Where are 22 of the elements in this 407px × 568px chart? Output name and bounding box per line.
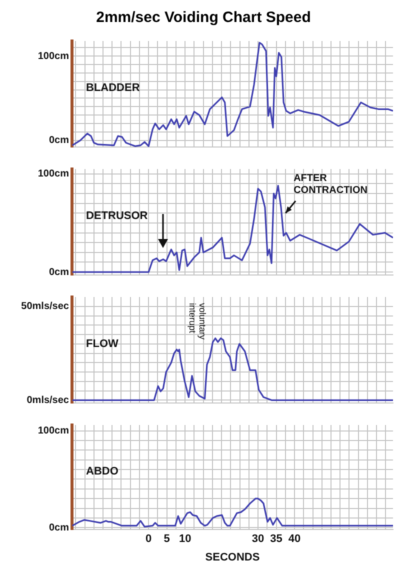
x-axis-title: SECONDS: [205, 551, 260, 564]
y-tick-label: 100cm: [38, 426, 70, 437]
y-tick-label: 0cm: [48, 266, 70, 278]
y-axis-title: BLADDER: [86, 82, 140, 94]
y-axis-title: ABDO: [86, 465, 119, 478]
y-axis-title: FLOW: [86, 338, 119, 350]
y-tick-label: 100cm: [38, 168, 70, 180]
annotation: AFTER CONTRACTION: [294, 173, 368, 196]
y-tick-label: 0cm: [48, 522, 70, 534]
y-tick-label: 100cm: [38, 50, 70, 62]
y-tick-label: 0cm: [48, 135, 70, 146]
y-tick-label: 0mls/sec: [26, 394, 70, 406]
y-tick-label: 50mls/sec: [21, 301, 70, 312]
x-tick-label: 35: [270, 533, 282, 546]
x-tick-label: 30: [252, 533, 264, 546]
x-tick-label: 40: [288, 533, 301, 546]
chart-title: 2mm/sec Voiding Chart Speed: [95, 8, 312, 28]
y-axis-title: DETRUSOR: [86, 210, 148, 222]
x-tick-label: 10: [178, 533, 192, 546]
annotation: voluntary interupt: [188, 303, 208, 340]
x-tick-label: 5: [164, 533, 170, 546]
x-tick-label: 0: [146, 533, 152, 546]
